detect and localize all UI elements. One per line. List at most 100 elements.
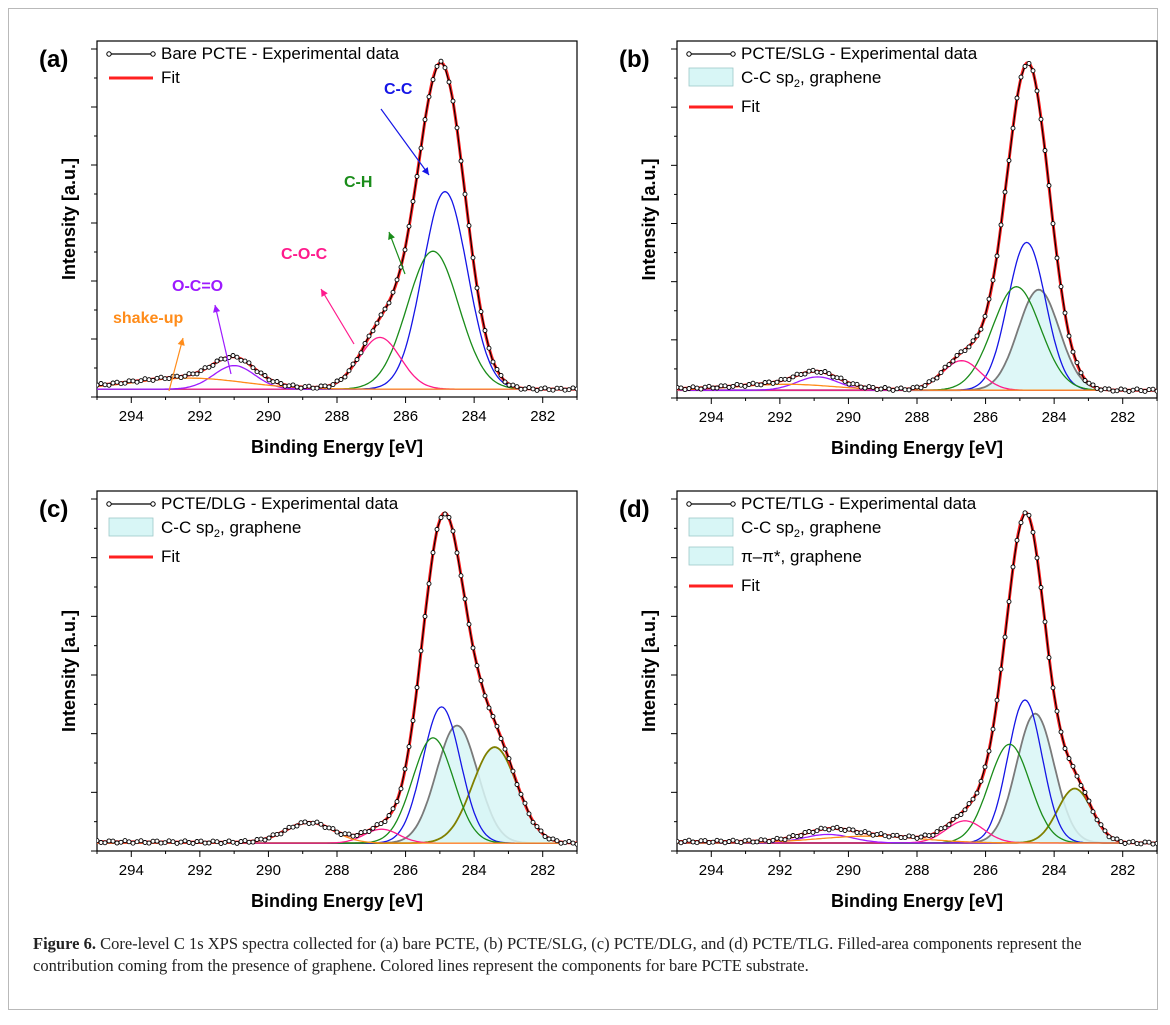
experimental-point — [98, 381, 104, 386]
experimental-point — [1146, 387, 1152, 393]
experimental-point — [166, 376, 172, 382]
experimental-point — [494, 723, 500, 729]
experimental-point — [1078, 783, 1084, 788]
experimental-point — [910, 834, 916, 840]
chart-panel-3: 294 292 290 288 286 284 282 Binding Energy [eV]… — [619, 490, 1158, 911]
experimental-point — [718, 383, 724, 389]
experimental-point — [258, 836, 264, 842]
experimental-point — [1054, 708, 1060, 714]
experimental-point — [1146, 839, 1152, 845]
experimental-point — [710, 385, 716, 391]
experimental-point — [382, 819, 388, 825]
experimental-point — [146, 377, 152, 383]
experimental-point — [1082, 378, 1088, 383]
experimental-point — [838, 827, 844, 832]
experimental-point — [742, 838, 748, 844]
x-tick-label: 282 — [530, 862, 555, 879]
experimental-point — [678, 385, 684, 391]
experimental-point — [922, 832, 928, 838]
experimental-point — [350, 833, 356, 839]
experimental-point — [442, 511, 448, 517]
plot-frame — [676, 40, 1158, 399]
experimental-point — [822, 369, 828, 374]
component-curve — [677, 241, 1157, 391]
experimental-point — [906, 387, 912, 393]
experimental-point — [490, 713, 496, 719]
experimental-point — [902, 387, 908, 393]
y-axis-label: Intensity [a.u.] — [59, 158, 79, 280]
experimental-point — [542, 834, 548, 839]
experimental-point — [818, 825, 824, 831]
legend-entry: Fit — [161, 68, 180, 87]
experimental-point — [954, 813, 960, 819]
experimental-point — [130, 840, 136, 846]
x-tick-label: 294 — [119, 408, 144, 425]
experimental-point — [1118, 386, 1124, 392]
experimental-point — [1066, 756, 1072, 761]
experimental-point — [150, 838, 156, 844]
experimental-point — [906, 833, 912, 839]
experimental-point — [1010, 125, 1016, 131]
experimental-point — [254, 369, 260, 375]
experimental-point — [746, 837, 752, 843]
experimental-point — [846, 826, 852, 832]
experimental-point — [942, 825, 948, 831]
experimental-point — [374, 822, 380, 828]
experimental-point — [1094, 817, 1100, 823]
experimental-point — [342, 831, 348, 837]
legend-marker — [106, 51, 112, 57]
experimental-point — [322, 825, 328, 830]
experimental-point — [830, 374, 836, 380]
experimental-point — [198, 368, 204, 374]
experimental-point — [850, 381, 856, 387]
experimental-point — [482, 693, 488, 699]
experimental-point — [874, 831, 880, 837]
experimental-point — [914, 384, 920, 390]
experimental-point — [222, 839, 228, 845]
experimental-point — [930, 832, 936, 838]
experimental-point — [970, 796, 976, 802]
experimental-point — [102, 840, 108, 846]
experimental-point — [1002, 189, 1008, 195]
experimental-point — [322, 383, 328, 389]
panel-label: (d) — [619, 496, 650, 523]
experimental-point — [338, 377, 344, 382]
experimental-point — [326, 825, 332, 831]
experimental-point — [926, 379, 932, 385]
experimental-point — [934, 375, 940, 381]
experimental-point — [466, 621, 472, 627]
experimental-point — [574, 841, 577, 847]
experimental-point — [1134, 386, 1140, 392]
experimental-point — [270, 379, 276, 385]
experimental-point — [1010, 564, 1016, 570]
experimental-point — [1046, 183, 1052, 188]
experimental-point — [798, 372, 804, 377]
experimental-point — [550, 387, 556, 393]
experimental-point — [562, 387, 568, 393]
experimental-point — [722, 840, 728, 846]
legend-entry: PCTE/SLG - Experimental data — [741, 44, 978, 63]
experimental-point — [1050, 221, 1056, 227]
x-tick-label: 290 — [256, 862, 281, 879]
legend-entry: Fit — [741, 576, 760, 595]
experimental-point — [530, 819, 536, 825]
experimental-point — [562, 840, 568, 846]
experimental-point — [882, 833, 888, 839]
experimental-point — [938, 826, 944, 832]
experimental-point — [1054, 255, 1060, 261]
annotation-arrowhead — [213, 305, 221, 313]
experimental-point — [122, 838, 128, 844]
y-axis-label: Intensity [a.u.] — [639, 610, 659, 732]
experimental-point — [1042, 619, 1048, 625]
experimental-point — [266, 835, 272, 841]
experimental-point — [1090, 809, 1096, 815]
experimental-point — [830, 825, 836, 831]
experimental-point — [126, 378, 132, 384]
x-tick-label: 292 — [187, 862, 212, 879]
experimental-point — [318, 821, 324, 827]
experimental-point — [538, 828, 544, 834]
experimental-point — [518, 386, 524, 392]
experimental-point — [794, 371, 800, 377]
x-tick-label: 290 — [836, 409, 861, 426]
experimental-point — [918, 385, 924, 391]
